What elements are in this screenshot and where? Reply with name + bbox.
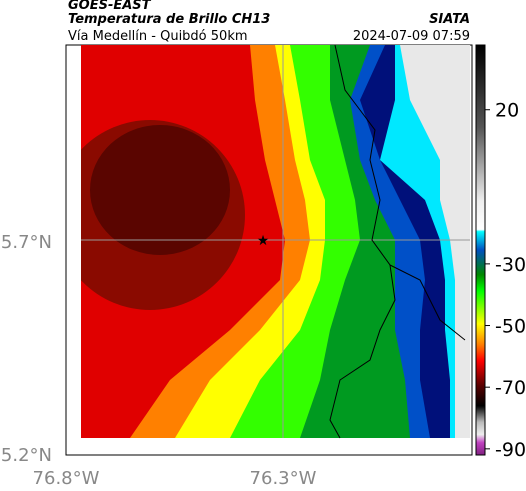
- lat-label: 5.7°N: [1, 232, 52, 253]
- location-star: ★: [257, 233, 270, 249]
- datetime: 2024-07-09 07:59: [353, 29, 470, 44]
- colorbar-label: -30: [495, 254, 526, 276]
- border: [389, 264, 466, 341]
- map: ★: [65, 44, 473, 456]
- lat-label: 5.2°N: [1, 445, 52, 466]
- lon-label: 76.8°W: [33, 468, 100, 489]
- colorbar: [475, 44, 486, 456]
- region: Vía Medellín - Quibdó 50km: [68, 29, 248, 44]
- lon-label: 76.3°W: [250, 468, 317, 489]
- colorbar-label: -50: [495, 316, 526, 338]
- colorbar-label: -90: [495, 439, 526, 461]
- brand: SIATA: [429, 12, 470, 27]
- coastline: [329, 44, 396, 439]
- temperature-field: [81, 45, 470, 438]
- product: Temperatura de Brillo CH13: [68, 12, 270, 27]
- source: GOES-EAST: [68, 0, 152, 13]
- colorbar-label: -70: [495, 377, 526, 399]
- colorbar-label: 20: [495, 100, 519, 122]
- temperature-band: [400, 45, 470, 438]
